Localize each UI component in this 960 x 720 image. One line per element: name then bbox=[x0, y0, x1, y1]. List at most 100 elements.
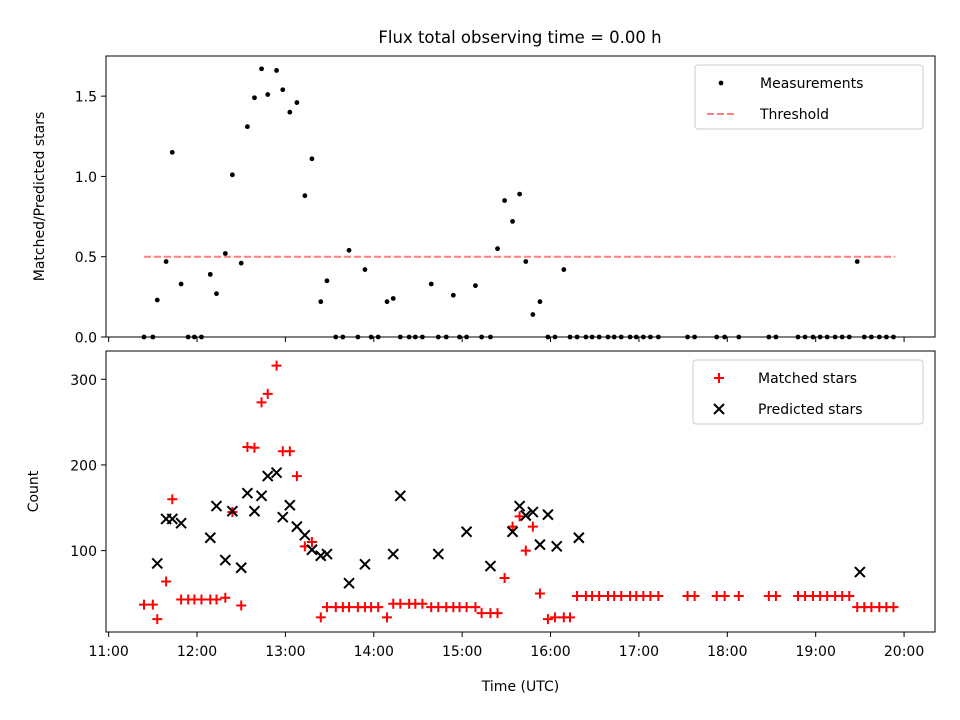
data-point bbox=[460, 526, 473, 538]
data-point bbox=[394, 490, 407, 502]
data-point bbox=[384, 299, 390, 305]
data-point bbox=[204, 532, 216, 544]
data-point bbox=[222, 251, 228, 256]
data-point bbox=[229, 172, 235, 178]
data-point bbox=[167, 494, 178, 505]
data-point bbox=[382, 612, 393, 623]
data-point bbox=[147, 599, 158, 610]
data-point bbox=[513, 500, 526, 512]
legend: Measurements Threshold bbox=[694, 64, 924, 130]
data-point bbox=[344, 602, 355, 613]
data-point bbox=[561, 267, 567, 272]
data-point bbox=[506, 526, 519, 538]
data-point bbox=[302, 193, 308, 199]
data-point bbox=[299, 529, 311, 541]
data-point bbox=[294, 100, 300, 105]
data-point bbox=[346, 247, 352, 253]
data-point bbox=[594, 591, 605, 602]
x-tick-label: 11:00 bbox=[88, 644, 128, 660]
data-point bbox=[450, 292, 456, 298]
data-point bbox=[499, 573, 510, 584]
data-point bbox=[265, 92, 271, 97]
data-point bbox=[235, 562, 247, 574]
data-point bbox=[653, 591, 664, 602]
data-point bbox=[315, 612, 326, 623]
data-point bbox=[534, 538, 546, 551]
data-point bbox=[343, 577, 355, 589]
chart-title: Flux total observing time = 0.00 h bbox=[378, 28, 661, 47]
data-point bbox=[390, 296, 396, 301]
data-point bbox=[417, 598, 428, 609]
data-point bbox=[733, 591, 744, 602]
data-point bbox=[178, 281, 184, 287]
data-point bbox=[220, 592, 231, 603]
series-measurements bbox=[141, 66, 896, 340]
legend-label: Measurements bbox=[760, 76, 863, 92]
x-tick-label: 13:00 bbox=[265, 644, 305, 660]
data-point bbox=[507, 521, 518, 532]
data-point bbox=[211, 594, 222, 605]
data-point bbox=[770, 591, 781, 602]
data-point bbox=[527, 521, 538, 532]
data-point bbox=[476, 608, 487, 619]
data-point bbox=[280, 87, 286, 93]
data-point bbox=[549, 612, 560, 623]
data-point bbox=[564, 612, 575, 623]
data-point bbox=[523, 259, 529, 264]
data-point bbox=[262, 470, 274, 482]
legend-swatch bbox=[713, 403, 725, 415]
data-point bbox=[291, 471, 302, 482]
y-axis-label: Count bbox=[26, 470, 42, 512]
data-point bbox=[542, 614, 553, 625]
data-point bbox=[844, 591, 855, 602]
axes-frame bbox=[105, 350, 936, 633]
x-tick-label: 15:00 bbox=[442, 644, 482, 660]
axes-frame bbox=[105, 55, 936, 338]
data-point bbox=[387, 548, 399, 560]
x-tick-label: 14:00 bbox=[354, 644, 394, 660]
data-point bbox=[428, 281, 434, 287]
y-tick-label: 200 bbox=[70, 458, 97, 474]
data-point bbox=[154, 297, 160, 303]
data-point bbox=[616, 591, 627, 602]
data-point bbox=[484, 560, 497, 572]
legend-box bbox=[694, 64, 924, 130]
y-tick-label: 1.0 bbox=[75, 170, 97, 186]
y-tick-label: 1.5 bbox=[75, 90, 97, 106]
y-axis-label: Matched/Predicted stars bbox=[32, 112, 48, 282]
legend-label: Threshold bbox=[759, 107, 829, 123]
data-point bbox=[241, 487, 254, 499]
data-point bbox=[238, 260, 244, 266]
data-point bbox=[520, 545, 531, 556]
data-point bbox=[271, 360, 282, 371]
data-point bbox=[207, 271, 213, 277]
x-tick-label: 17:00 bbox=[619, 644, 659, 660]
data-point bbox=[196, 594, 207, 605]
data-point bbox=[270, 466, 283, 479]
data-point bbox=[169, 149, 175, 155]
data-point bbox=[321, 602, 332, 613]
y-tick-label: 300 bbox=[70, 373, 97, 389]
data-point bbox=[318, 299, 324, 305]
data-point bbox=[432, 548, 445, 560]
data-point bbox=[236, 600, 247, 611]
series-matched-stars bbox=[139, 360, 899, 625]
data-point bbox=[359, 558, 371, 571]
data-point bbox=[362, 267, 368, 272]
data-point bbox=[245, 124, 250, 130]
legend-label: Matched stars bbox=[758, 371, 857, 387]
data-point bbox=[166, 513, 178, 525]
data-point bbox=[161, 576, 172, 587]
y-tick-label: 0.0 bbox=[75, 331, 97, 347]
data-point bbox=[520, 509, 532, 522]
data-point bbox=[854, 259, 860, 264]
top-panel-ratio: 0.0 0.5 1.0 1.5 Matched/Predicted stars Measu… bbox=[32, 55, 936, 347]
y-tick-label: 0.5 bbox=[75, 250, 97, 266]
data-point bbox=[324, 278, 330, 284]
data-point bbox=[306, 537, 317, 548]
data-point bbox=[719, 591, 730, 602]
data-point bbox=[163, 259, 169, 264]
data-point bbox=[395, 598, 406, 609]
data-point bbox=[572, 591, 583, 602]
